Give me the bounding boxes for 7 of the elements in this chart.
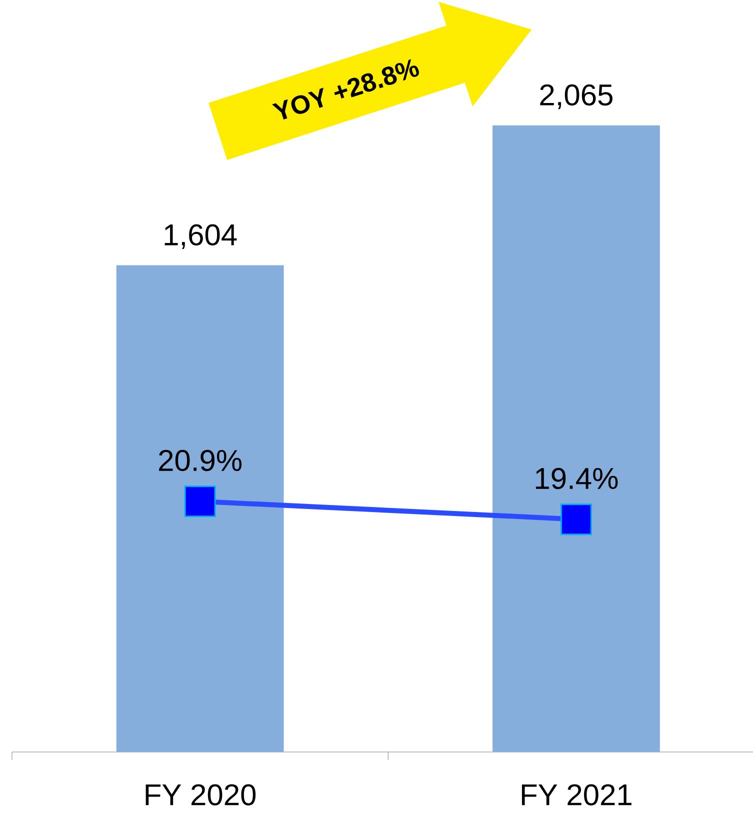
data-label: 1,604 xyxy=(164,224,237,250)
text: YOY +28.8% xyxy=(272,59,419,120)
data-label: 20.9% xyxy=(159,450,242,472)
x-tick-label: FY 2020 xyxy=(146,784,256,806)
data-label: 19.4% xyxy=(536,468,618,490)
x-tick-label: FY 2021 xyxy=(522,784,632,806)
data-label: 2,065 xyxy=(540,84,612,110)
